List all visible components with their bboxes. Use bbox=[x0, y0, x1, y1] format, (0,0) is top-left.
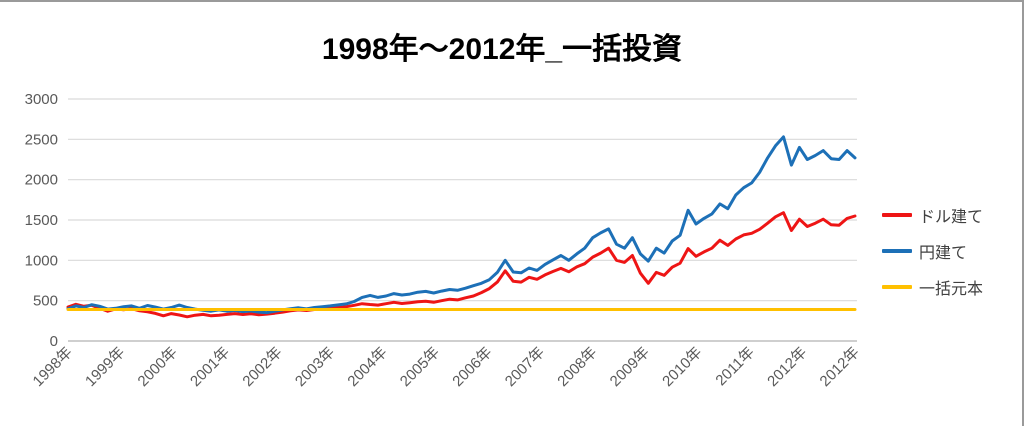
legend-line-swatch-gold bbox=[882, 284, 912, 289]
x-tick-label-6: 2004年 bbox=[344, 344, 390, 390]
x-tick-label-9: 2007年 bbox=[502, 344, 548, 390]
y-tick-label-2000: 2000 bbox=[25, 172, 58, 189]
y-tick-label-1500: 1500 bbox=[25, 212, 58, 229]
chart-title: 1998年〜2012年_一括投資 bbox=[321, 33, 683, 66]
legend-entry-dollar: ドル建て bbox=[882, 203, 983, 226]
x-tick-label-3: 2001年 bbox=[187, 344, 233, 390]
y-tick-label-500: 500 bbox=[33, 293, 58, 310]
series-line-1 bbox=[66, 135, 857, 315]
legend-label-principal: 一括元本 bbox=[919, 280, 984, 298]
legend: ドル建て 円建て 一括元本 bbox=[882, 203, 983, 298]
x-tick-label-1: 1999年 bbox=[82, 344, 128, 390]
y-tick-label-3000: 3000 bbox=[25, 91, 58, 108]
x-tick-label-7: 2005年 bbox=[397, 344, 443, 390]
x-tick-label-10: 2008年 bbox=[554, 344, 600, 390]
x-tick-label-14: 2012年 bbox=[764, 344, 810, 390]
y-tick-label-1000: 1000 bbox=[25, 252, 58, 269]
x-tick-label-11: 2009年 bbox=[607, 344, 653, 390]
legend-entry-yen: 円建て bbox=[882, 239, 983, 262]
x-tick-label-5: 2003年 bbox=[292, 344, 338, 390]
x-tick-label-8: 2006年 bbox=[449, 344, 495, 390]
legend-line-swatch-blue bbox=[882, 248, 912, 253]
x-tick-label-12: 2010年 bbox=[659, 344, 705, 390]
legend-label-dollar: ドル建て bbox=[919, 208, 984, 226]
legend-label-yen: 円建て bbox=[919, 244, 968, 262]
x-tick-label-13: 2011年 bbox=[712, 344, 757, 389]
x-tick-label-2: 2000年 bbox=[135, 344, 181, 390]
top-border-line bbox=[0, 0, 1024, 2]
y-tick-label-2500: 2500 bbox=[25, 131, 58, 148]
y-tick-label-0: 0 bbox=[50, 333, 58, 350]
x-tick-label-0: 1998年 bbox=[30, 344, 76, 390]
x-tick-label-15: 2012年 bbox=[817, 344, 863, 390]
right-border-line bbox=[1022, 0, 1024, 426]
legend-entry-principal: 一括元本 bbox=[882, 275, 983, 298]
series-line-0 bbox=[66, 211, 857, 319]
legend-line-swatch-red bbox=[882, 212, 912, 217]
x-tick-label-4: 2002年 bbox=[239, 344, 285, 390]
